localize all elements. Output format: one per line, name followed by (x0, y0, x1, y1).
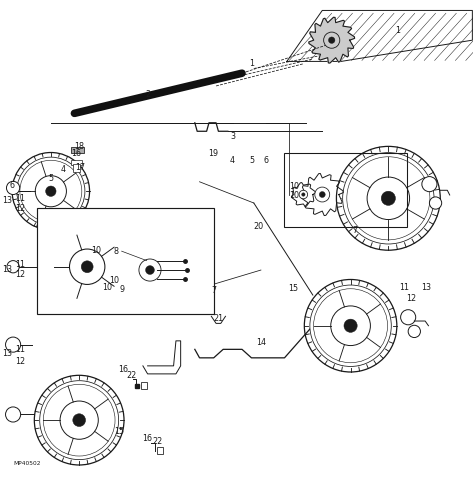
Text: 1: 1 (395, 26, 400, 35)
Text: 18: 18 (74, 142, 84, 151)
Circle shape (146, 266, 155, 274)
Polygon shape (287, 10, 473, 61)
Circle shape (328, 37, 335, 43)
Circle shape (73, 414, 85, 427)
Text: 1: 1 (249, 59, 254, 68)
Text: 10: 10 (289, 191, 299, 200)
Text: 12: 12 (15, 204, 25, 213)
Text: 14: 14 (256, 338, 266, 347)
Text: 2: 2 (145, 90, 150, 99)
Polygon shape (292, 183, 315, 207)
Text: 16: 16 (143, 434, 153, 442)
Bar (284, 154, 407, 227)
Text: 21: 21 (213, 314, 223, 323)
Text: 16: 16 (71, 149, 81, 158)
Bar (141, 382, 146, 389)
Text: 22: 22 (126, 371, 136, 380)
Circle shape (17, 157, 85, 225)
Circle shape (367, 177, 410, 219)
Text: MP40502: MP40502 (13, 461, 41, 466)
Text: 7: 7 (353, 226, 358, 235)
Circle shape (82, 261, 93, 273)
Circle shape (331, 306, 370, 346)
Circle shape (7, 261, 19, 273)
Circle shape (347, 157, 430, 240)
Circle shape (60, 401, 98, 439)
Text: 15: 15 (114, 428, 124, 436)
Text: 4: 4 (230, 156, 235, 165)
Text: 19: 19 (209, 149, 219, 158)
Text: 5: 5 (48, 173, 54, 183)
Circle shape (70, 249, 105, 284)
Text: 12: 12 (15, 356, 25, 366)
Circle shape (40, 381, 118, 460)
Text: 12: 12 (15, 270, 25, 279)
Circle shape (6, 407, 21, 422)
Bar (157, 447, 163, 454)
Bar (71, 147, 84, 154)
Circle shape (35, 176, 66, 207)
Text: 22: 22 (152, 437, 162, 446)
Text: 9: 9 (119, 285, 124, 294)
Text: 20: 20 (254, 222, 264, 231)
Bar (36, 208, 214, 314)
Circle shape (315, 187, 330, 202)
Circle shape (301, 193, 305, 196)
Text: 13: 13 (421, 283, 431, 293)
Bar (71, 160, 82, 165)
Polygon shape (301, 173, 343, 216)
Circle shape (401, 310, 416, 325)
Circle shape (343, 153, 434, 244)
Circle shape (20, 160, 82, 222)
Circle shape (314, 289, 388, 363)
Circle shape (381, 191, 395, 205)
Circle shape (408, 325, 420, 337)
Text: 13: 13 (2, 265, 12, 273)
Polygon shape (309, 17, 355, 63)
Circle shape (310, 285, 392, 366)
Circle shape (429, 197, 442, 209)
Circle shape (7, 181, 20, 194)
Polygon shape (143, 341, 181, 374)
Circle shape (324, 32, 340, 48)
Text: 17: 17 (75, 163, 86, 172)
Text: 11: 11 (15, 345, 25, 354)
Text: 8: 8 (113, 246, 118, 256)
Text: 13: 13 (2, 196, 12, 205)
Text: 10: 10 (91, 246, 100, 255)
Polygon shape (118, 239, 181, 301)
Circle shape (319, 191, 325, 197)
Text: 6: 6 (263, 156, 268, 165)
Circle shape (139, 259, 161, 281)
Circle shape (51, 230, 124, 303)
Circle shape (6, 337, 21, 352)
Circle shape (299, 191, 308, 199)
Text: 15: 15 (288, 284, 298, 294)
Text: 5: 5 (249, 156, 254, 165)
Circle shape (46, 186, 56, 196)
Text: 11: 11 (15, 194, 25, 203)
Text: 11: 11 (15, 260, 25, 269)
Text: 4: 4 (60, 165, 65, 174)
Text: 11: 11 (400, 283, 410, 293)
Text: 12: 12 (406, 294, 417, 303)
Text: 10: 10 (102, 282, 112, 292)
Circle shape (54, 234, 120, 300)
Circle shape (43, 384, 115, 456)
Text: 7: 7 (211, 286, 216, 295)
Circle shape (344, 319, 357, 332)
Text: 3: 3 (230, 133, 235, 141)
Text: 6: 6 (9, 181, 14, 190)
Text: 10: 10 (109, 276, 119, 285)
Text: 16: 16 (118, 365, 128, 374)
Bar (73, 164, 80, 172)
Circle shape (422, 177, 437, 191)
Text: 10: 10 (289, 182, 299, 191)
Text: 13: 13 (2, 349, 12, 357)
